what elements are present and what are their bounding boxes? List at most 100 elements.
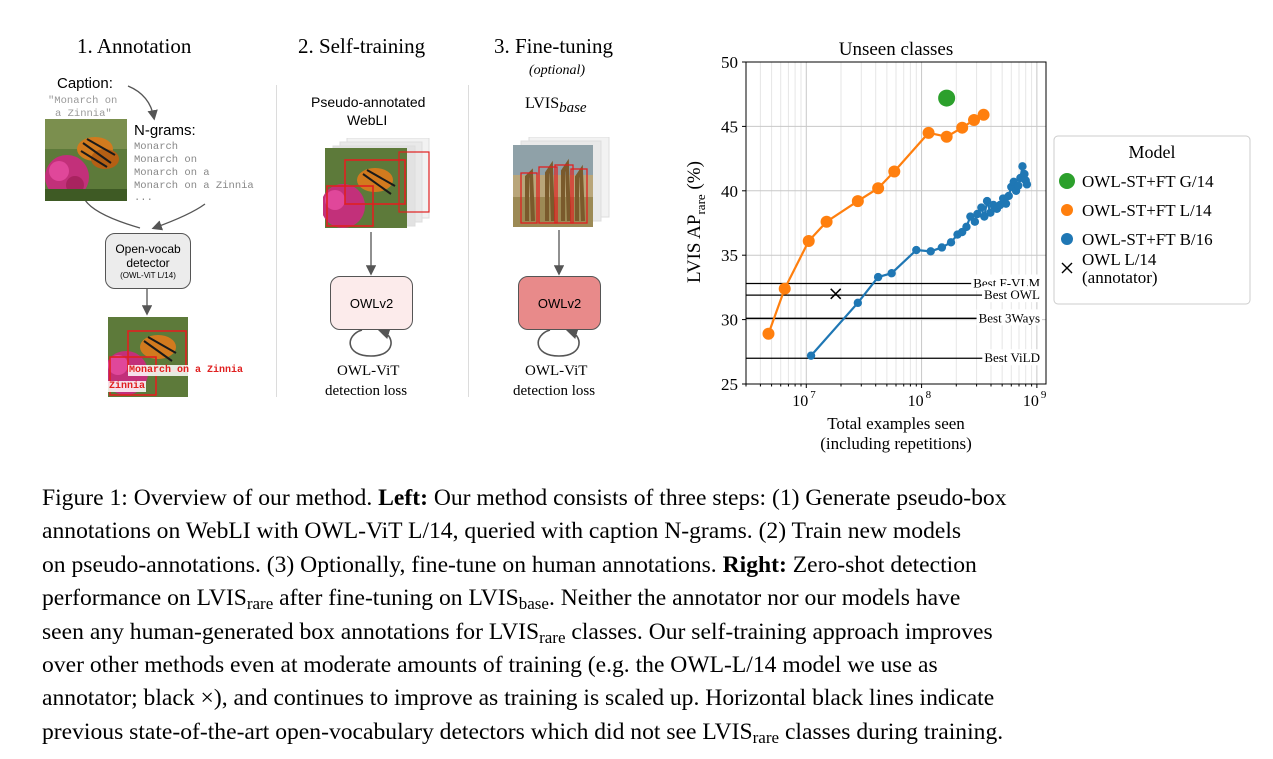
lvis-image-stack <box>511 136 611 231</box>
detector-label-line-2: detector <box>126 255 170 270</box>
caption-text: Figure 1: Overview of our method. <box>42 485 379 511</box>
caption-subscript: base <box>518 594 549 614</box>
legend-marker <box>1061 262 1073 274</box>
ngram-item: Monarch on <box>134 154 198 166</box>
chart-legend: Model OWL-ST+FT G/14 OWL-ST+FT L/14 OWL-ST+… <box>1053 135 1251 305</box>
legend-box <box>1053 135 1251 305</box>
data-point <box>851 195 864 208</box>
caption-text: performance on LVIS <box>42 585 247 612</box>
caption-label: Caption: <box>57 75 113 92</box>
y-tick-label: 45 <box>721 117 738 136</box>
data-point <box>982 196 992 206</box>
caption-line: on pseudo-annotations. (3) Optionally, f… <box>42 549 1254 582</box>
ngram-item: Monarch <box>134 141 179 153</box>
legend-title: Model <box>1129 142 1176 162</box>
caption-subscript: rare <box>246 594 274 614</box>
reference-line-label: Best 3Ways <box>979 310 1040 325</box>
caption-bold: Left: <box>378 485 428 511</box>
data-point <box>1004 191 1013 201</box>
legend-marker <box>1059 173 1075 189</box>
reference-label-bg <box>982 286 1043 303</box>
x-axis-label-sub: (including repetitions) <box>820 434 972 453</box>
series-owl-st-ft-g-14 <box>938 89 956 107</box>
owlv2-model-box-self-training: OWLv2 <box>330 276 413 330</box>
data-point <box>802 235 815 248</box>
data-point <box>968 113 981 126</box>
legend-marker <box>1061 204 1073 216</box>
caption-subscript: rare <box>539 627 566 647</box>
step-3-title: 3. Fine-tuning <box>494 34 613 58</box>
data-point <box>922 126 935 139</box>
caption-text: Zero-shot detection <box>786 551 977 578</box>
data-point <box>956 121 969 134</box>
caption-to-ngrams-arrow <box>127 85 158 121</box>
caption-line: performance on LVISrare after fine-tunin… <box>42 582 1254 615</box>
data-point <box>980 212 989 221</box>
legend-label: OWL L/14 <box>1082 250 1157 269</box>
fine-tuning-loss-line-2: detection loss <box>513 383 596 399</box>
y-tick-label: 30 <box>721 311 738 330</box>
reference-line-label: Best OWL <box>984 287 1040 302</box>
open-vocab-detector-box: Open-vocab detector (OWL-ViT L/14) <box>105 233 191 289</box>
data-point <box>1001 199 1011 208</box>
reference-label-bg <box>976 309 1042 326</box>
owlv2-label: OWLv2 <box>349 295 394 311</box>
x-tick-label: 10 <box>1023 393 1039 410</box>
output-box-label-1: Monarch on a Zinnia <box>128 365 245 376</box>
caption-text: . Neither the annotator nor our models h… <box>548 585 961 612</box>
fine-tuning-loop-arrow <box>537 326 580 357</box>
lvis-label-sub: base <box>559 99 587 116</box>
owlv2-label: OWLv2 <box>537 295 582 311</box>
data-point <box>946 238 956 247</box>
data-point <box>937 243 947 252</box>
series-owl-st-ft-l-14 <box>762 108 990 340</box>
step-1-title: 1. Annotation <box>77 34 192 58</box>
caption-line: annotations on WebLI with OWL-ViT L/14, … <box>42 518 962 545</box>
y-tick-label: 35 <box>721 246 738 265</box>
webli-image-stack <box>321 137 433 232</box>
caption-line: previous state-of-the-art open-vocabular… <box>42 716 1254 749</box>
x-tick-label: 10 <box>908 393 924 410</box>
legend-label-sub: (annotator) <box>1082 268 1158 287</box>
chart-title: Unseen classes <box>839 39 954 60</box>
data-point <box>872 182 885 195</box>
method-diagram: 1. Annotation 2. Self-training 3. Fine-t… <box>0 0 680 470</box>
caption-bold: Right: <box>722 551 787 578</box>
legend-marker <box>1061 233 1073 245</box>
chart-series <box>762 89 1032 360</box>
data-point <box>762 327 775 340</box>
separator-2 <box>468 85 469 397</box>
caption-line: Figure 1: Overview of our method. Left: … <box>42 482 1254 515</box>
data-point <box>1022 180 1032 189</box>
data-point <box>778 282 791 295</box>
caption-text: on pseudo-annotations. (3) Optionally, f… <box>42 551 723 578</box>
data-point <box>820 215 833 228</box>
ngram-item: ... <box>134 192 153 204</box>
data-point <box>926 247 935 256</box>
self-training-loop-arrow <box>349 326 392 357</box>
image-to-detector-line <box>84 199 141 229</box>
ngrams-to-detector-line <box>151 203 206 231</box>
caption-line: seen any human-generated box annotations… <box>42 616 1254 649</box>
diagram-connectors <box>84 85 580 357</box>
data-point <box>970 217 980 226</box>
caption-text: classes during training. <box>779 718 1004 745</box>
data-point <box>806 351 816 360</box>
legend-label: OWL-ST+FT L/14 <box>1082 201 1212 220</box>
data-point <box>873 272 883 282</box>
lvis-label-main: LVIS <box>525 95 560 112</box>
data-point <box>938 89 956 107</box>
caption-line: over other methods even at moderate amou… <box>42 652 938 679</box>
input-image <box>45 119 127 201</box>
caption-text: classes. Our self-training approach impr… <box>565 618 993 645</box>
data-point <box>888 165 901 178</box>
figure-caption: Figure 1: Overview of our method. Left: … <box>42 482 1254 749</box>
ngram-item: Monarch on a <box>134 167 210 179</box>
y-tick-label: 50 <box>721 53 738 72</box>
caption-text-line-2: a Zinnia" <box>55 108 112 120</box>
data-point <box>1014 181 1023 190</box>
data-point <box>853 298 863 308</box>
